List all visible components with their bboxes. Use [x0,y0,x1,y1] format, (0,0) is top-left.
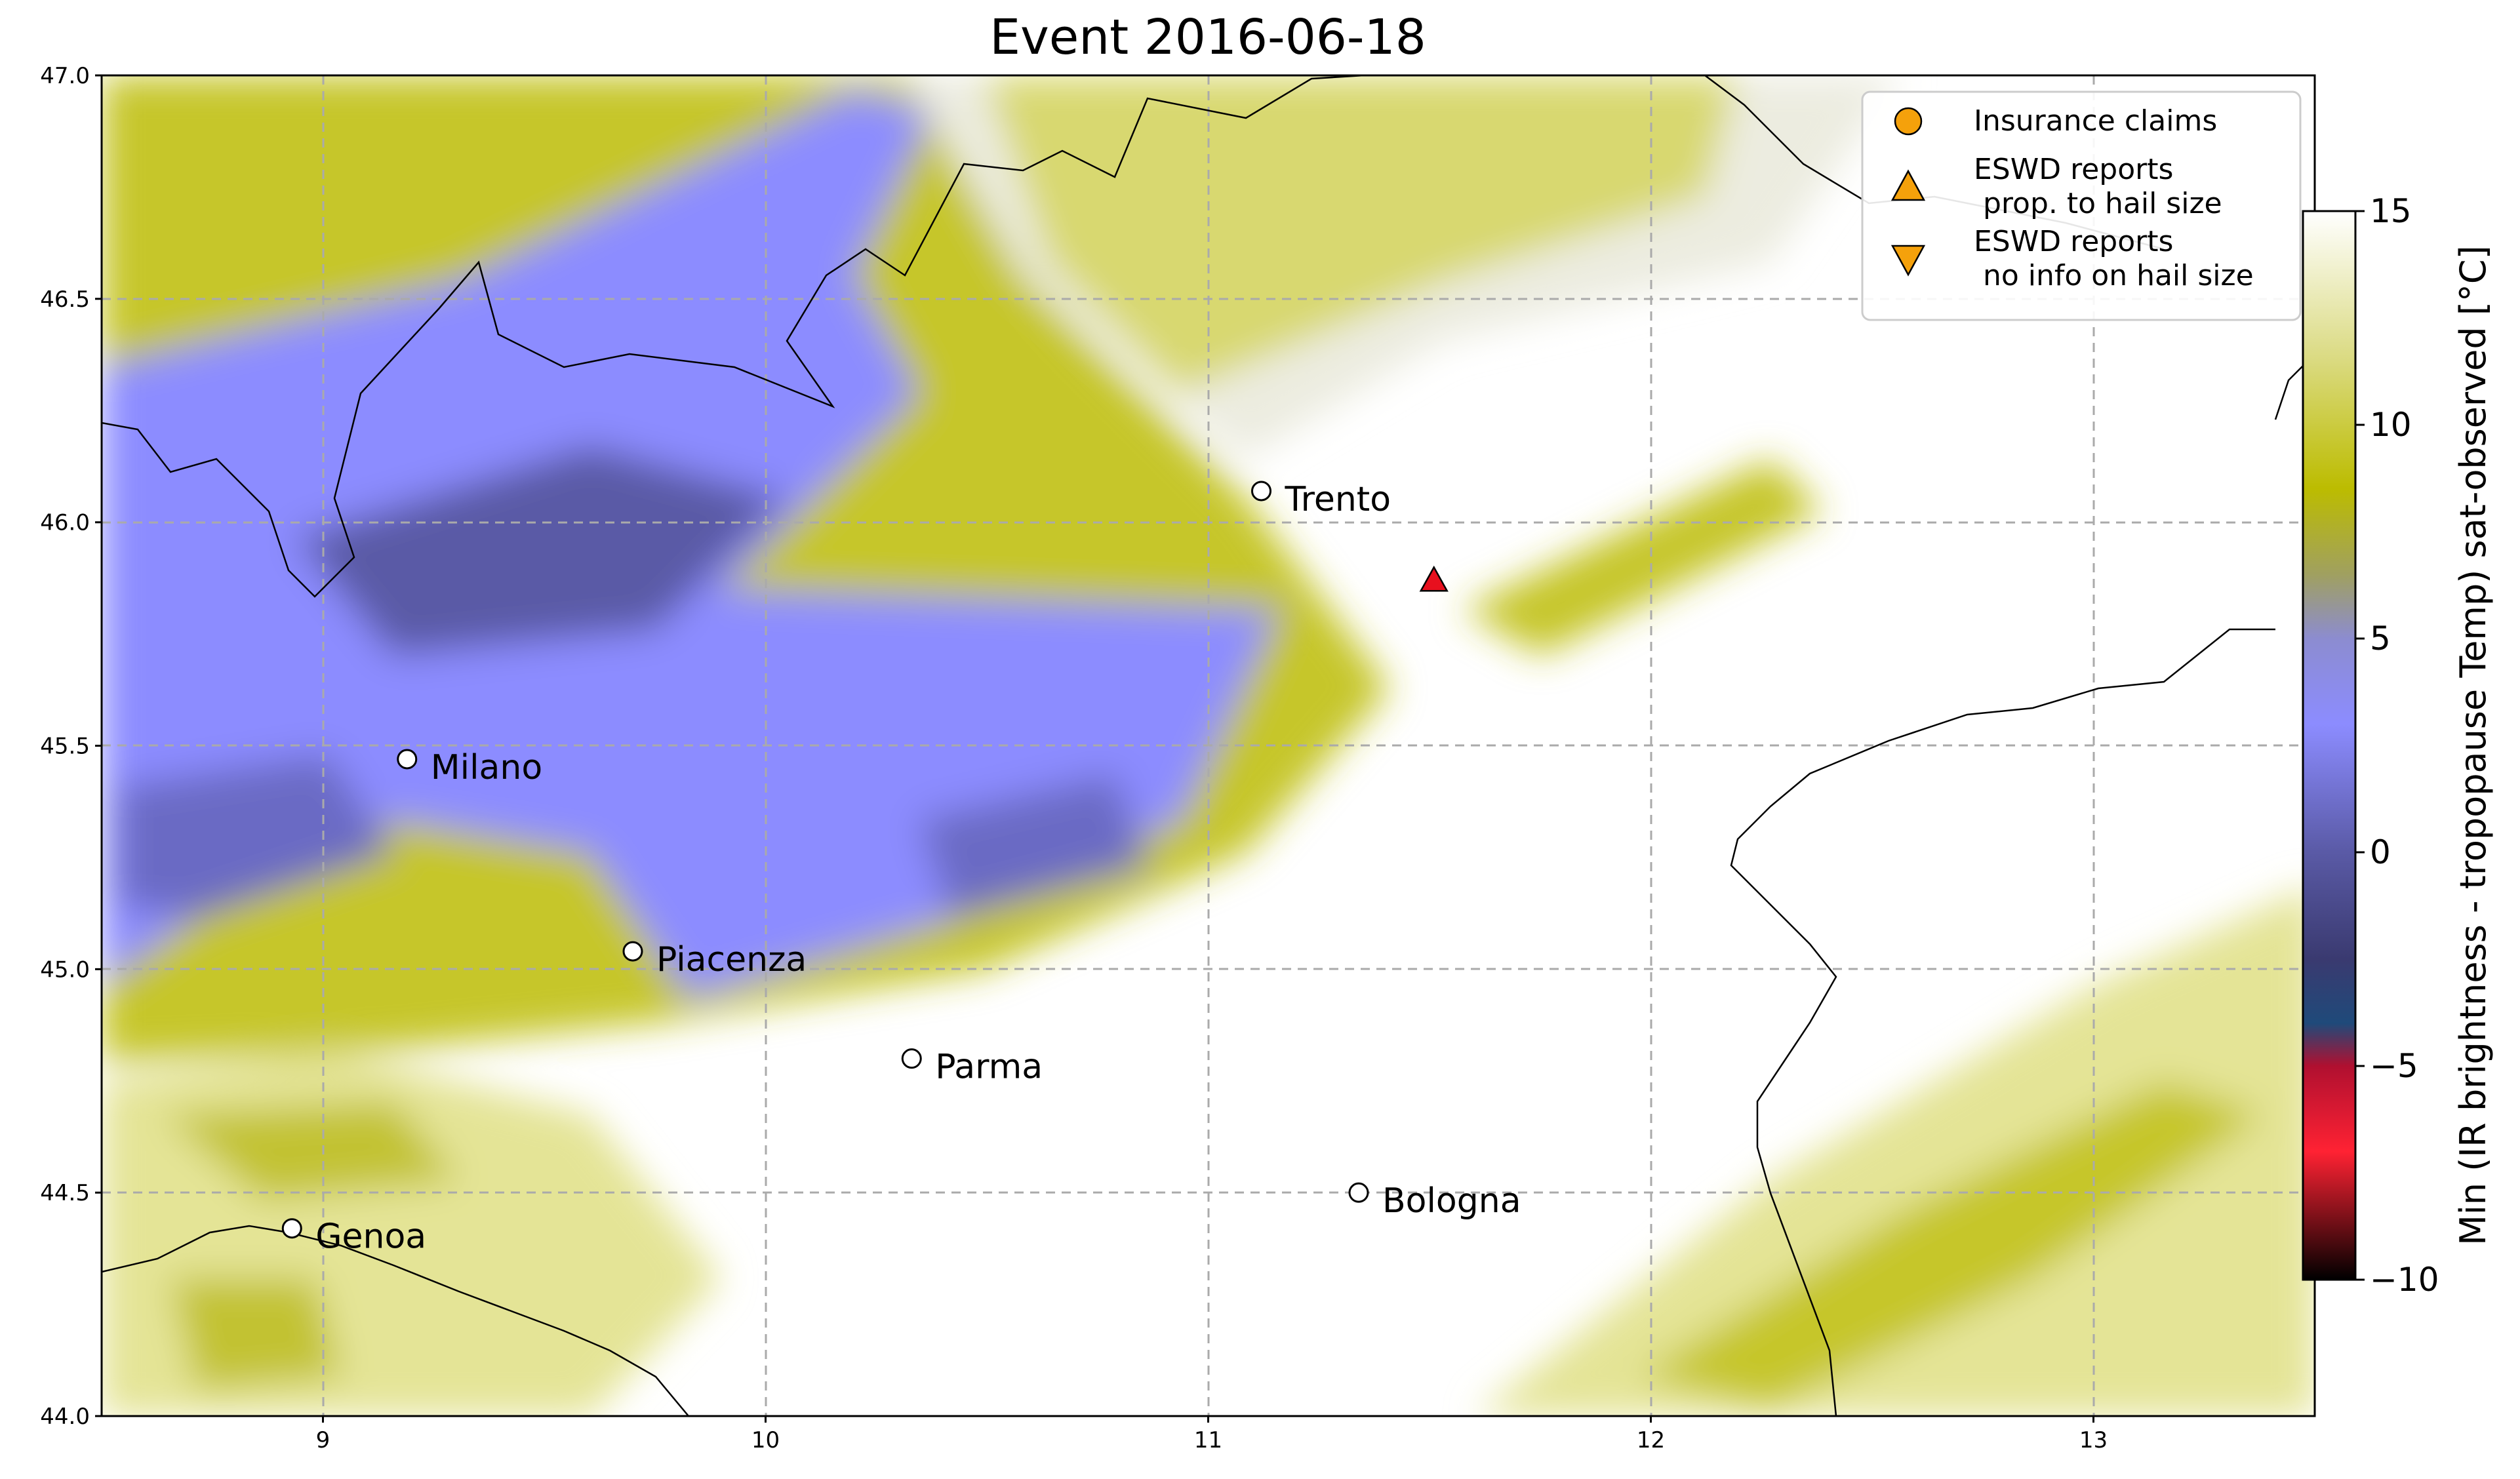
city-marker [1251,481,1271,502]
cloud-se-core [1639,1082,2262,1410]
colorbar-tick-label: −5 [2370,1047,2418,1085]
city-label: Milano [431,748,542,787]
x-tick-label: 11 [1194,1427,1222,1453]
city-marker [1348,1182,1369,1203]
cloud-deep-core-3 [918,774,1148,918]
y-tick-labels: 44.0 44.5 45.0 45.5 46.0 46.5 47.0 [40,63,102,1430]
cloud-deep-core [295,446,787,656]
colorbar-gradient [2302,210,2357,1281]
cloud-deep-core-2 [118,754,393,918]
y-tick-label: 45.5 [40,734,90,760]
cloud-ne-band [1462,459,1823,656]
colorbar-tick-label: 15 [2370,192,2412,230]
gridlines [102,75,2315,1416]
x-tick-label: 12 [1637,1427,1665,1453]
legend-label: ESWD reports prop. to hail size [1974,153,2222,220]
city-label: Parma [935,1048,1043,1087]
y-tick-label: 45.0 [40,956,90,983]
cloud-se-band [1475,885,2315,1416]
swiss-border [102,75,1365,598]
legend: Insurance claims ESWD reports prop. to ha… [1861,90,2302,321]
colorbar-label: Min (IR brightness - tropopause Temp) sa… [2452,245,2494,1245]
city-marker [281,1218,302,1239]
x-tick-labels: 9 10 11 12 13 [316,1416,2108,1453]
legend-box [1861,90,2302,321]
colorbar-tick-label: 5 [2370,620,2391,658]
eswd-report-triangle [1419,565,1449,592]
legend-entries: Insurance claims ESWD reports prop. to ha… [1890,104,2254,292]
city-label: Genoa [315,1217,426,1257]
legend-triangle-down-marker [1890,245,1926,277]
colorbar-tick-label: 10 [2370,406,2412,444]
colorbar-tick-label: 0 [2370,833,2391,871]
legend-label: Insurance claims [1974,104,2217,138]
colorbar-ticks: −10 −5 0 5 10 15 [2355,192,2439,1299]
brightness-field [102,75,2315,1416]
colorbar: −10 −5 0 5 10 15 Min (IR brightness - tropopa… [2302,192,2494,1299]
colorbar-tick-label: −10 [2370,1261,2439,1299]
city-markers: Trento Milano Piacenza Parma Bologna Genoa [281,480,1521,1257]
cloud-sw-core [164,1101,459,1200]
eswd-report-markers [1419,565,1449,592]
x-tick-label: 10 [751,1427,780,1453]
cloud-sw-core-2 [170,1278,341,1390]
city-label: Trento [1285,480,1391,519]
chart-title: Event 2016-06-18 [990,9,1426,66]
legend-triangle-up-marker [1890,169,1926,201]
y-tick-label: 46.0 [40,510,90,536]
y-tick-label: 47.0 [40,63,90,89]
y-tick-label: 46.5 [40,286,90,313]
city-marker [397,749,418,770]
city-label: Bologna [1382,1181,1521,1221]
city-marker [901,1048,922,1069]
legend-label: ESWD reports no info on hail size [1974,225,2254,292]
y-tick-label: 44.0 [40,1404,90,1430]
adriatic-coast [1730,628,2275,1416]
city-marker [622,941,643,962]
y-tick-label: 44.5 [40,1180,90,1206]
city-label: Piacenza [656,940,807,979]
legend-circle-marker [1894,107,1923,136]
x-tick-label: 9 [316,1427,330,1453]
ligurian-coast [102,1225,689,1416]
x-tick-label: 13 [2079,1427,2108,1453]
cloud-light-north [984,75,1738,393]
